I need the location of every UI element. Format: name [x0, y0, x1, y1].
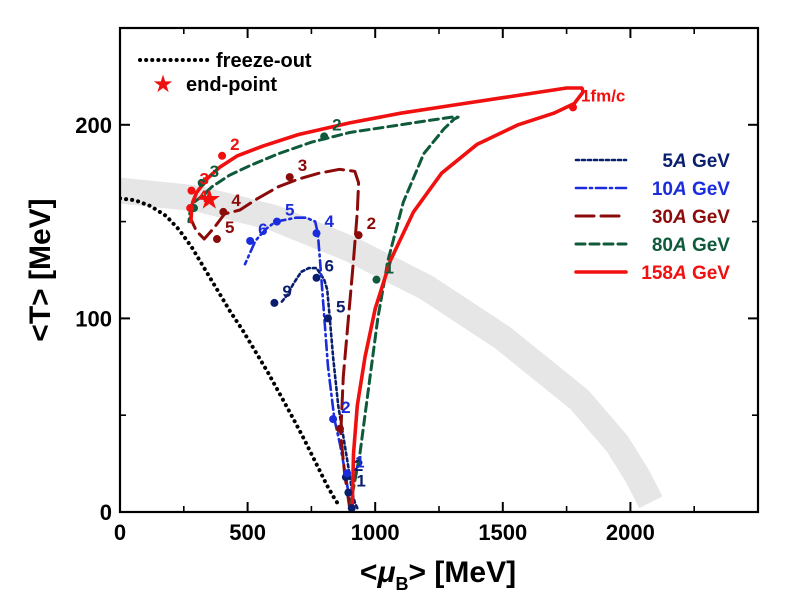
y-axis-title: <T> [MeV] [24, 198, 57, 341]
series-point-5a-gev [312, 273, 321, 282]
series-point-30a-gev [354, 231, 363, 240]
series-point-5a-gev [347, 504, 356, 513]
series-point-label-5a-gev: 1 [356, 472, 365, 491]
x-tick-label: 1500 [478, 520, 527, 545]
y-tick-label: 200 [75, 113, 112, 138]
series-point-label-30a-gev: 5 [225, 218, 234, 237]
series-point-label-5a-gev: 2 [354, 456, 363, 475]
legend-label-10a-gev: 10A GeV [652, 179, 730, 200]
legend-label-tail: GeV [687, 263, 731, 284]
legend-label-80a-gev: 80A GeV [652, 235, 730, 256]
legend-end-point-star-icon: ★ [152, 71, 174, 98]
series-point-158a-gev [186, 204, 195, 213]
x-axis-title-prefix: < [360, 556, 378, 589]
legend-label-unit: A [672, 235, 687, 256]
series-point-label-80a-gev: 1 [384, 259, 393, 278]
legend-label-tail: GeV [687, 151, 731, 172]
series-point-30a-gev [212, 235, 221, 244]
series-point-5a-gev [344, 488, 353, 497]
series-point-5a-gev [323, 314, 332, 323]
legend-top-left: freeze-out ★ end-point [138, 50, 312, 98]
series-point-label-30a-gev: 3 [298, 156, 307, 175]
legend-label-number: 10 [652, 179, 673, 200]
series-point-label-10a-gev: 1 [355, 452, 364, 471]
legend-label-unit: A [672, 151, 687, 172]
series-line-5a-gev [279, 266, 359, 510]
series-point-30a-gev [219, 207, 228, 216]
series-point-label-5a-gev: 5 [336, 297, 345, 316]
axis-ticks: 0 500 1000 1500 2000 0 100 200 [75, 28, 758, 545]
legend-label-number: 158 [641, 263, 673, 284]
series-point-10a-gev [272, 217, 281, 226]
end-point-star-icon: ★ [197, 183, 222, 214]
series-point-30a-gev [285, 173, 294, 182]
x-axis-title: <μB> [MeV] [360, 556, 516, 594]
series-point-label-5a-gev: 9 [282, 282, 291, 301]
legend-label-unit: A [672, 263, 687, 284]
y-tick-label: 100 [75, 306, 112, 331]
x-axis-title-suffix: > [MeV] [409, 556, 517, 589]
series-point-label-10a-gev: 4 [325, 212, 335, 231]
series-point-80a-gev [372, 275, 381, 284]
legend-label-tail: GeV [687, 179, 731, 200]
x-tick-label: 2000 [606, 520, 655, 545]
series-point-label-30a-gev: 2 [367, 214, 376, 233]
x-tick-label: 500 [229, 520, 266, 545]
legend-label-158a-gev: 158A GeV [641, 263, 730, 284]
legend-label-tail: GeV [687, 235, 731, 256]
series-point-label-158a-gev: 1fm/c [581, 86, 625, 105]
series-point-80a-gev [197, 178, 206, 187]
legend-freeze-out-label: freeze-out [216, 50, 312, 72]
x-axis-title-symbol: μ [376, 556, 395, 589]
legend-label-number: 30 [652, 207, 673, 228]
series-point-158a-gev [568, 103, 577, 112]
series-point-30a-gev [335, 424, 344, 433]
legend-end-point-label: end-point [186, 74, 277, 96]
series-point-5a-gev [270, 298, 279, 307]
series-line-158a-gev [189, 86, 585, 510]
series-point-label-80a-gev: 3 [210, 162, 219, 181]
series-point-10a-gev [343, 469, 352, 478]
legend-label-number: 80 [652, 235, 673, 256]
series-point-80a-gev [320, 132, 329, 141]
series-point-158a-gev [218, 151, 227, 160]
legend-label-5a-gev: 5A GeV [662, 151, 730, 172]
series-point-label-80a-gev: 2 [332, 115, 341, 134]
legend-label-tail: GeV [687, 207, 731, 228]
series-point-label-10a-gev: 5 [285, 201, 294, 220]
legend-label-number: 5 [662, 151, 673, 172]
x-tick-label: 0 [114, 520, 126, 545]
legend-label-30a-gev: 30A GeV [652, 207, 730, 228]
x-axis-title-subscript: B [396, 574, 409, 594]
series-point-label-10a-gev: 6 [258, 220, 267, 239]
series-point-label-158a-gev: 2 [230, 135, 239, 154]
y-tick-label: 0 [100, 500, 112, 525]
series-point-label-158a-gev: 3 [199, 170, 208, 189]
series-point-10a-gev [329, 415, 338, 424]
series-point-label-10a-gev: 2 [341, 398, 350, 417]
series-point-label-5a-gev: 6 [325, 257, 334, 276]
legend-label-unit: A [672, 207, 687, 228]
series-line-freeze-out [120, 196, 342, 509]
series-point-10a-gev [312, 229, 321, 238]
series-line-30a-gev [188, 167, 361, 510]
legend-label-unit: A [672, 179, 687, 200]
series-point-10a-gev [246, 236, 255, 245]
series-point-158a-gev [187, 186, 196, 195]
series-point-label-80a-gev: 4 [202, 187, 212, 206]
phase-boundary-band-layer [120, 177, 663, 509]
phase-boundary-band [120, 177, 663, 509]
x-tick-label: 1000 [351, 520, 400, 545]
series-point-label-30a-gev: 4 [231, 191, 241, 210]
series-point-label-158a-gev: 4 [198, 187, 208, 206]
